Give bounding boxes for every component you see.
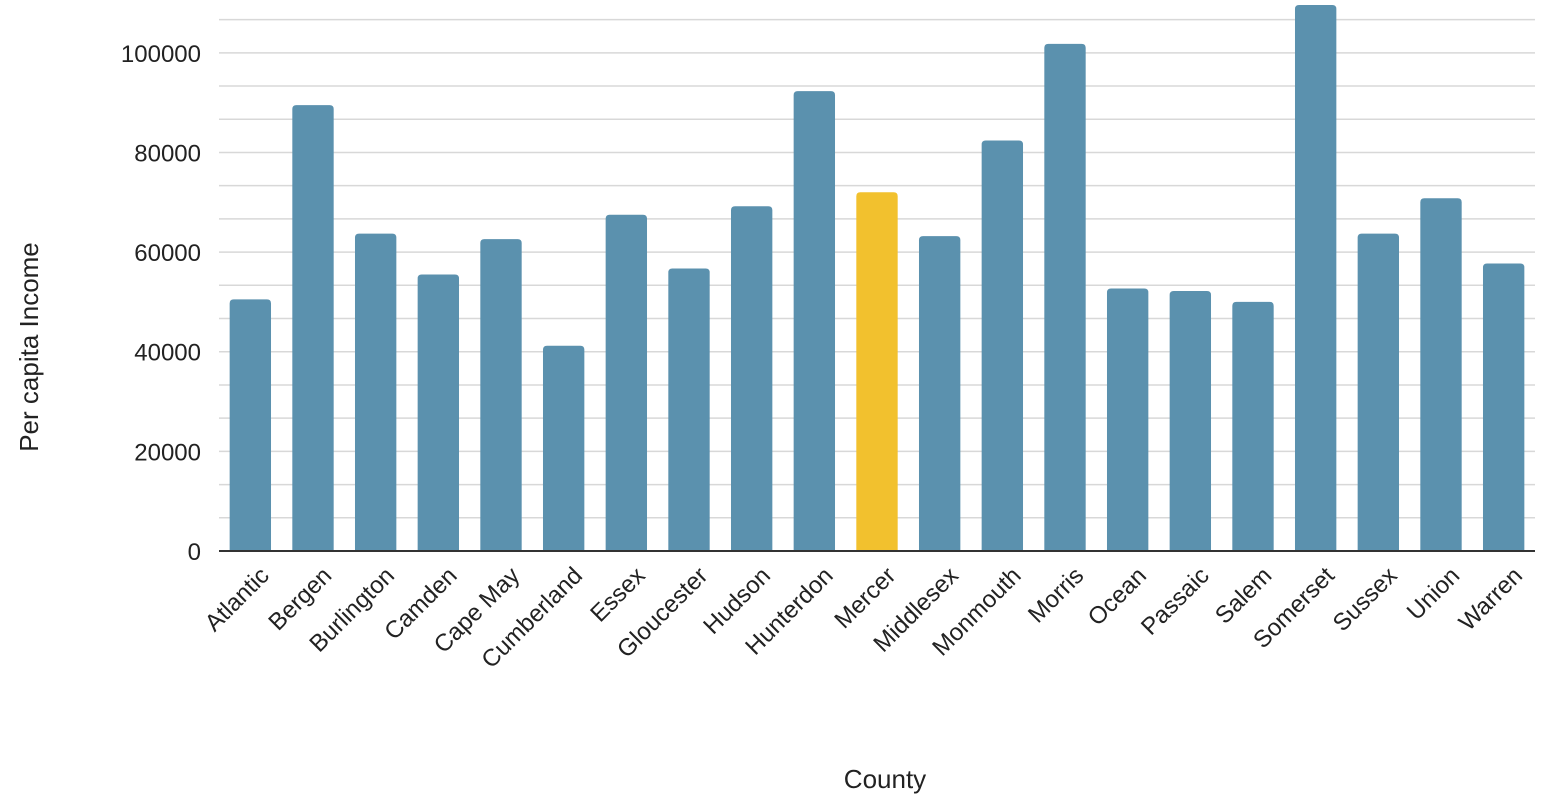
bar-passaic [1169,290,1212,551]
bar-monmouth [981,140,1024,552]
bar-ocean [1106,288,1149,551]
bar-middlesex [918,236,961,551]
bar-cape-may [480,239,522,551]
y-tick-labels: 0 20000 40000 60000 80000 100000 [121,41,201,566]
y-tick-label: 100000 [121,41,201,68]
bars [229,4,1525,552]
bar-somerset [1294,4,1337,551]
y-tick-label: 60000 [134,240,201,267]
bar-sussex [1357,233,1400,551]
bar-burlington [354,233,397,551]
bar-hunterdon [793,91,836,551]
bar-morris [1044,43,1086,551]
bar-gloucester [668,268,710,551]
x-axis-title: County [844,764,926,794]
y-tick-label: 0 [188,539,201,566]
x-tick-label: Sussex [1328,562,1403,637]
bar-warren [1482,263,1525,551]
y-tick-label: 40000 [134,340,201,367]
bar-camden [417,274,460,551]
x-tick-label: Warren [1454,562,1528,636]
y-axis-title: Per capita Income [14,242,44,452]
y-tick-label: 80000 [134,140,201,167]
bar-atlantic [229,299,272,551]
bar-mercer [856,192,898,552]
y-tick-label: 20000 [134,439,201,466]
bar-salem [1232,301,1274,551]
bar-bergen [292,105,334,552]
bar-essex [605,214,648,551]
x-tick-label: Atlantic [200,562,275,637]
x-tick-label: Morris [1023,562,1089,628]
x-tick-label: Passaic [1136,562,1215,641]
bar-union [1420,198,1462,551]
bar-cumberland [542,345,585,551]
bar-hudson [730,206,773,551]
